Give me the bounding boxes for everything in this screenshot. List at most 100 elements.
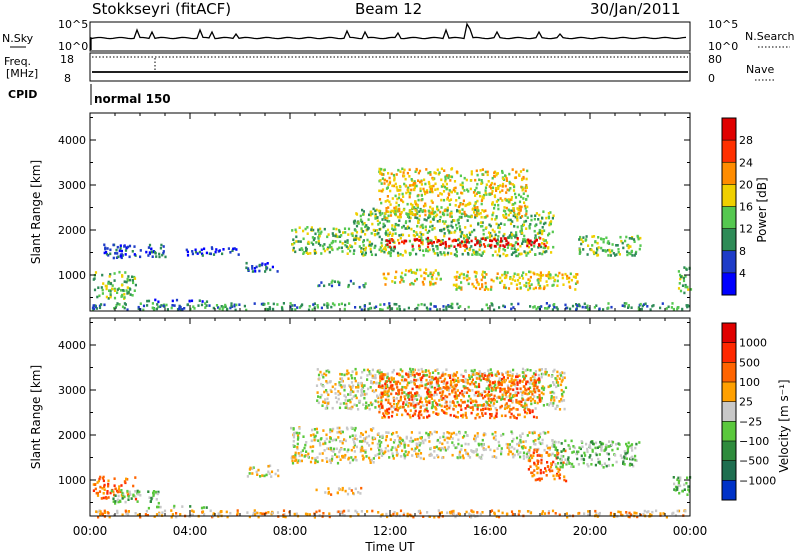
- velocity-panel-echo-cell: [531, 397, 535, 401]
- velocity-panel-echo-cell: [138, 490, 141, 494]
- velocity-panel-echo-cell: [357, 385, 360, 389]
- power-panel-echo-cell: [502, 209, 506, 213]
- power-panel-echo-cell: [456, 209, 459, 212]
- power-panel-echo-cell: [449, 179, 452, 182]
- power-panel-echo-cell: [685, 268, 688, 271]
- power-panel-echo-cell: [461, 252, 464, 256]
- power-panel-echo-cell: [386, 199, 389, 202]
- velocity-panel-echo-cell: [117, 500, 120, 504]
- velocity-panel-echo-cell: [465, 510, 468, 514]
- power-panel-echo-cell: [472, 251, 476, 254]
- power-panel-echo-cell: [578, 249, 581, 252]
- power-panel-echo-cell: [519, 286, 522, 289]
- velocity-panel-echo-cell: [407, 373, 410, 376]
- power-panel-echo-cell: [160, 304, 163, 307]
- velocity-panel-echo-cell: [375, 381, 378, 385]
- power-panel-echo-cell: [533, 240, 536, 243]
- velocity-panel-echo-cell: [496, 396, 499, 399]
- velocity-panel-echo-cell: [673, 488, 676, 491]
- power-panel-echo-cell: [374, 217, 377, 220]
- velocity-panel-echo-cell: [609, 513, 612, 517]
- power-panel-echo-cell: [462, 240, 465, 244]
- power-panel-echo-cell: [183, 307, 186, 310]
- velocity-panel-echo-cell: [355, 404, 358, 407]
- power-panel-echo-cell: [507, 241, 510, 245]
- velocity-panel-echo-cell: [331, 457, 334, 461]
- velocity-panel-echo-cell: [436, 378, 439, 382]
- velocity-panel-echo-cell: [554, 448, 557, 451]
- power-panel-echo-cell: [639, 244, 642, 247]
- velocity-panel-echo-cell: [477, 382, 481, 386]
- velocity-panel-echo-cell: [401, 385, 404, 389]
- power-panel-echo-cell: [517, 193, 521, 197]
- velocity-panel-echo-cell: [493, 416, 496, 420]
- velocity-panel-echo-cell: [356, 390, 359, 393]
- velocity-panel-echo-cell: [422, 404, 425, 407]
- velocity-panel-echo-cell: [118, 485, 121, 488]
- velocity-panel-echo-cell: [533, 384, 536, 388]
- velocity-panel-echo-cell: [362, 393, 365, 396]
- power-panel-echo-cell: [611, 249, 614, 252]
- power-panel-echo-cell: [393, 206, 396, 210]
- velocity-panel-echo-cell: [453, 414, 456, 418]
- power-panel-echo-cell: [361, 220, 364, 224]
- velocity-panel-echo-cell: [446, 395, 449, 399]
- velocity-panel-echo-cell: [365, 455, 368, 458]
- velocity-panel-echo-cell: [468, 374, 471, 377]
- power-panel-echo-cell: [461, 186, 464, 189]
- velocity-panel-echo-cell: [508, 446, 511, 449]
- power-panel-echo-cell: [506, 254, 509, 257]
- power-panel-echo-cell: [116, 291, 119, 294]
- velocity-panel-echo-cell: [474, 391, 477, 394]
- power-panel-echo-cell: [420, 233, 423, 236]
- power-panel-echo-cell: [491, 254, 494, 257]
- velocity-panel-echo-cell: [246, 475, 249, 478]
- velocity-panel-echo-cell: [500, 452, 503, 456]
- velocity-panel-echo-cell: [395, 450, 398, 454]
- power-panel-echo-cell: [522, 168, 525, 171]
- velocity-panel-echo-cell: [559, 457, 562, 461]
- power-panel-echo-cell: [385, 207, 388, 210]
- velocity-panel-echo-cell: [523, 415, 526, 419]
- power-panel-echo-cell: [405, 220, 408, 223]
- velocity-panel-echo-cell: [597, 461, 600, 464]
- velocity-panel-echo-cell: [421, 439, 424, 443]
- power-panel-echo-cell: [474, 286, 478, 290]
- velocity-panel-echo-cell: [303, 455, 306, 458]
- power-panel-echo-cell: [482, 243, 486, 246]
- power-panel-echo-cell: [378, 211, 381, 214]
- velocity-panel-echo-cell: [499, 387, 502, 390]
- velocity-panel-echo-cell: [344, 399, 347, 402]
- velocity-panel-echo-cell: [351, 386, 354, 389]
- power-panel-echo-cell: [350, 245, 354, 249]
- velocity-panel-echo-cell: [493, 380, 497, 384]
- power-panel-echo-cell: [404, 273, 407, 277]
- velocity-panel-echo-cell: [325, 373, 328, 377]
- velocity-panel-echo-cell: [338, 448, 342, 452]
- power-panel-echo-cell: [328, 283, 331, 286]
- power-panel-echo-cell: [364, 253, 367, 257]
- power-panel-echo-cell: [466, 236, 469, 239]
- power-panel-echo-cell: [120, 294, 124, 298]
- velocity-panel-echo-cell: [314, 459, 317, 462]
- velocity-panel-echo-cell: [554, 407, 557, 411]
- power-panel-echo-cell: [409, 202, 413, 206]
- velocity-panel-echo-cell: [369, 372, 372, 376]
- power-panel-echo-cell: [295, 235, 298, 239]
- power-panel-echo-cell: [442, 190, 446, 193]
- velocity-panel-echo-cell: [473, 393, 476, 397]
- velocity-panel-echo-cell: [252, 512, 255, 515]
- velocity-panel-echo-cell: [96, 510, 99, 514]
- velocity-panel-echo-cell: [608, 457, 611, 461]
- velocity-panel-echo-cell: [419, 397, 423, 400]
- velocity-panel-echo-cell: [125, 510, 128, 514]
- power-panel-echo-cell: [627, 244, 630, 248]
- velocity-panel-echo-cell: [525, 380, 528, 384]
- velocity-panel-echo-cell: [155, 513, 159, 516]
- velocity-panel-echo-cell: [359, 492, 362, 495]
- velocity-panel-echo-cell: [434, 376, 437, 380]
- power-panel-echo-cell: [517, 302, 520, 306]
- velocity-panel-echo-cell: [551, 390, 554, 394]
- velocity-panel-echo-cell: [402, 454, 405, 458]
- velocity-panel-echo-cell: [304, 443, 307, 447]
